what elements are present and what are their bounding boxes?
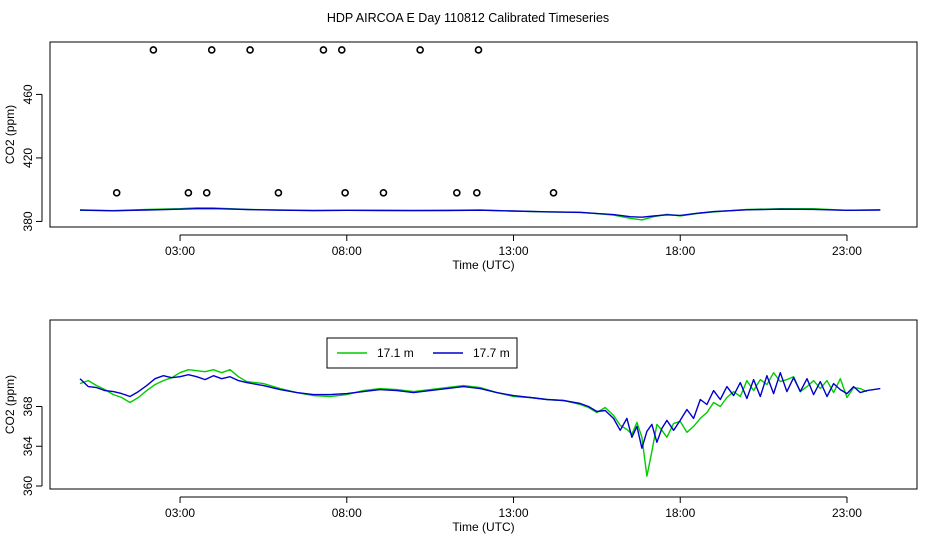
- flagged-point-marker: [453, 189, 461, 197]
- x-tick-label: 23:00: [832, 506, 862, 520]
- flagged-point-marker: [416, 46, 424, 54]
- y-tick-label: 368: [21, 396, 35, 416]
- x-tick-label: 03:00: [165, 244, 195, 258]
- legend-entry-label: 17.7 m: [473, 346, 510, 360]
- plot-frame: [49, 41, 918, 228]
- plot-frame: [49, 319, 918, 490]
- figure-title: HDP AIRCOA E Day 110812 Calibrated Times…: [327, 11, 609, 25]
- x-axis-label: Time (UTC): [452, 520, 514, 534]
- series-line-17.7m: [79, 372, 881, 449]
- flagged-point-marker: [474, 46, 483, 54]
- x-tick-label: 13:00: [498, 506, 528, 520]
- y-tick-label: 360: [21, 476, 35, 496]
- flagged-point-marker: [549, 189, 558, 197]
- series-line-17.1m: [79, 369, 868, 477]
- y-axis-label: CO2 (ppm): [3, 105, 17, 164]
- x-tick-label: 18:00: [665, 506, 695, 520]
- flagged-point-marker: [337, 46, 346, 54]
- y-axis-label: CO2 (ppm): [3, 375, 17, 434]
- flagged-point-marker: [202, 189, 211, 197]
- y-tick-label: 380: [21, 211, 35, 231]
- y-tick-label: 420: [21, 148, 35, 168]
- flagged-point-marker: [379, 189, 388, 197]
- flagged-point-marker: [473, 189, 481, 197]
- flagged-point-marker: [246, 46, 254, 54]
- top-panel: 03:00 08:00 13:00 18:00 23:00 Time (UTC) 380 42…: [3, 41, 918, 272]
- flagged-point-marker: [319, 46, 328, 54]
- flagged-point-marker: [274, 189, 283, 197]
- bottom-panel: 03:00 08:00 13:00 18:00 23:00 Time (UTC) 360 36…: [3, 319, 918, 534]
- x-tick-label: 08:00: [332, 506, 362, 520]
- x-axis-label: Time (UTC): [452, 258, 514, 272]
- x-tick-label: 18:00: [665, 244, 695, 258]
- x-tick-label: 08:00: [332, 244, 362, 258]
- x-tick-label: 23:00: [832, 244, 862, 258]
- flagged-point-marker: [112, 189, 121, 197]
- x-tick-label: 13:00: [498, 244, 528, 258]
- series-line-blue: [79, 207, 881, 218]
- flagged-point-marker: [149, 46, 158, 54]
- y-tick-label: 460: [21, 84, 35, 104]
- x-tick-label: 03:00: [165, 506, 195, 520]
- y-tick-label: 364: [21, 436, 35, 456]
- flagged-point-marker: [207, 46, 216, 54]
- legend-entry-label: 17.1 m: [377, 346, 414, 360]
- flagged-point-marker: [341, 189, 349, 197]
- flagged-point-marker: [184, 189, 193, 197]
